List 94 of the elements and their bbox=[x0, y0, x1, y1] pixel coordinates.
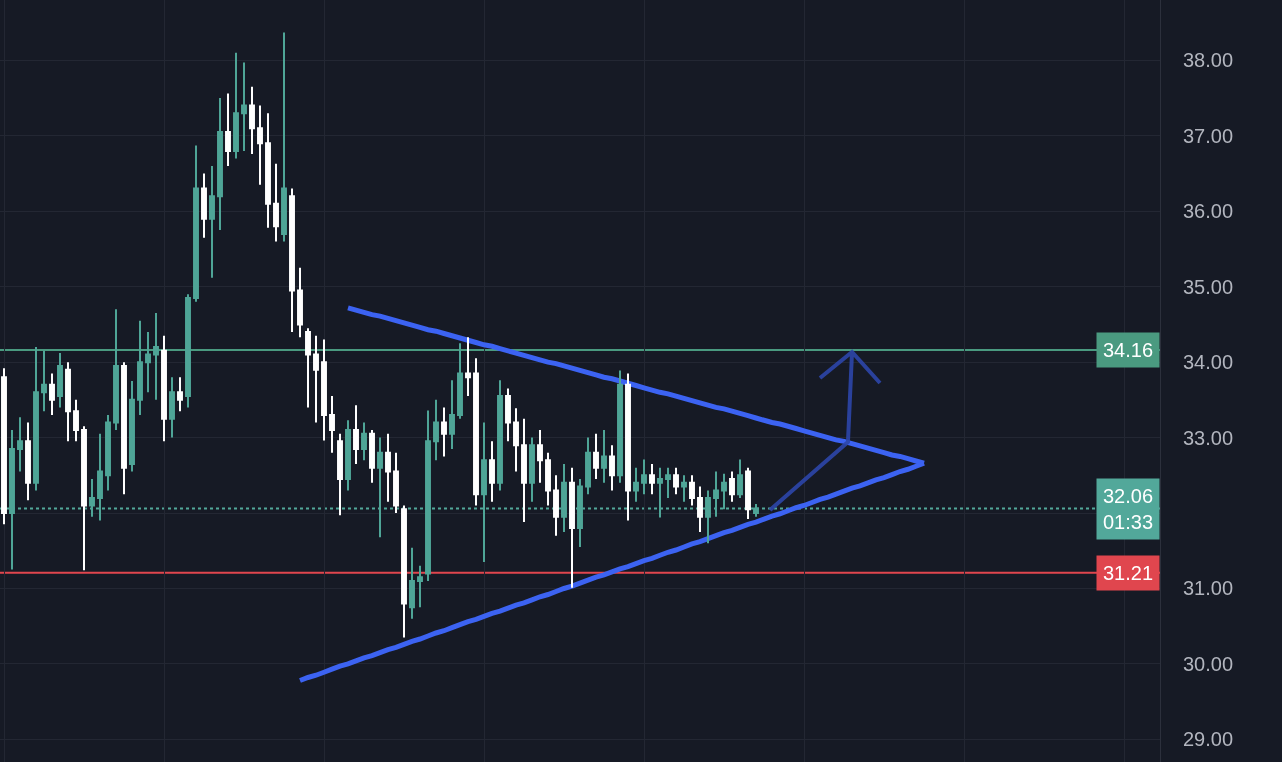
candlestick bbox=[241, 61, 247, 152]
candlestick bbox=[137, 319, 143, 416]
candlestick bbox=[329, 395, 335, 454]
candlestick bbox=[249, 85, 255, 155]
candlestick bbox=[129, 380, 135, 473]
candlestick bbox=[113, 308, 119, 432]
candlestick bbox=[209, 164, 215, 279]
candlestick bbox=[569, 466, 575, 589]
candlestick bbox=[433, 398, 439, 462]
candlestick bbox=[313, 334, 319, 424]
candlestick bbox=[537, 429, 543, 484]
candlestick bbox=[393, 451, 399, 515]
candlestick bbox=[633, 466, 639, 503]
ref-line-label: 32.06 01:33 bbox=[1103, 485, 1154, 533]
candlestick bbox=[497, 379, 503, 492]
candlestick bbox=[25, 421, 31, 502]
candlestick bbox=[33, 346, 39, 492]
candlestick bbox=[17, 416, 23, 473]
candlestick bbox=[81, 425, 87, 572]
ref-line-label: 31.21 bbox=[1103, 562, 1154, 584]
candlestick bbox=[513, 407, 519, 473]
candlestick bbox=[41, 349, 47, 413]
candlestick bbox=[601, 429, 607, 484]
candlestick bbox=[73, 398, 79, 443]
candlestick bbox=[729, 470, 735, 503]
candlestick bbox=[441, 406, 447, 458]
y-tick-label: 33.00 bbox=[1183, 426, 1234, 449]
candlestick bbox=[297, 266, 303, 339]
candlestick bbox=[417, 564, 423, 609]
candlestick bbox=[145, 330, 151, 394]
candlestick bbox=[177, 376, 183, 413]
candlestick bbox=[641, 458, 647, 496]
candlestick bbox=[185, 293, 191, 409]
candlestick bbox=[305, 327, 311, 409]
candlestick bbox=[545, 451, 551, 507]
candlestick bbox=[217, 97, 223, 232]
candlestick bbox=[1, 367, 7, 526]
y-tick-label: 29.00 bbox=[1183, 728, 1234, 751]
candlestick bbox=[193, 144, 199, 303]
candlestick bbox=[457, 342, 463, 420]
candlestick bbox=[49, 372, 55, 416]
candlestick bbox=[289, 187, 295, 333]
y-tick-label: 31.00 bbox=[1183, 577, 1234, 600]
candlestick bbox=[609, 444, 615, 492]
candlestick bbox=[201, 172, 207, 239]
candlestick bbox=[689, 474, 695, 507]
candlestick bbox=[449, 379, 455, 450]
candlestick bbox=[529, 436, 535, 503]
candlestick bbox=[369, 429, 375, 484]
candlestick bbox=[489, 440, 495, 503]
candlestick bbox=[57, 352, 63, 409]
candlestick bbox=[617, 369, 623, 484]
y-tick-label: 38.00 bbox=[1183, 49, 1234, 72]
candlestick bbox=[673, 466, 679, 496]
candlestick bbox=[593, 432, 599, 481]
candlestick bbox=[681, 474, 687, 503]
candlestick bbox=[273, 162, 279, 243]
y-tick-label: 35.00 bbox=[1183, 275, 1234, 298]
candlestick bbox=[585, 436, 591, 496]
candlestick bbox=[121, 361, 127, 496]
ref-line-label: 34.16 bbox=[1103, 339, 1154, 361]
candlestick bbox=[665, 466, 671, 499]
candlestick bbox=[225, 92, 231, 167]
candlestick bbox=[153, 312, 159, 401]
candlestick bbox=[65, 361, 71, 443]
candlestick bbox=[401, 504, 407, 639]
candlestick bbox=[625, 372, 631, 522]
candlestick bbox=[553, 474, 559, 537]
candlestick bbox=[409, 546, 415, 620]
candlestick bbox=[345, 419, 351, 492]
y-tick-label: 34.00 bbox=[1183, 351, 1234, 374]
candlestick bbox=[233, 51, 239, 160]
candlestick bbox=[697, 485, 703, 533]
candlestick bbox=[385, 432, 391, 503]
candlestick bbox=[465, 336, 471, 398]
y-tick-label: 36.00 bbox=[1183, 200, 1234, 223]
candlestick bbox=[257, 104, 263, 186]
candlestick bbox=[745, 466, 751, 521]
candlestick bbox=[361, 421, 367, 462]
y-tick-label: 30.00 bbox=[1183, 652, 1234, 675]
candlestick bbox=[321, 338, 327, 442]
candlestick bbox=[737, 458, 743, 499]
candlestick bbox=[649, 462, 655, 496]
candlestick bbox=[505, 387, 511, 443]
candlestick bbox=[105, 413, 111, 492]
candlestick bbox=[265, 112, 271, 229]
candlestick bbox=[161, 334, 167, 443]
candlestick bbox=[281, 31, 287, 243]
candlestick bbox=[169, 376, 175, 439]
candlestick bbox=[337, 432, 343, 517]
y-tick-label: 37.00 bbox=[1183, 124, 1234, 147]
candlestick bbox=[473, 357, 479, 507]
candlestick bbox=[353, 404, 359, 465]
candlestick bbox=[521, 417, 527, 524]
